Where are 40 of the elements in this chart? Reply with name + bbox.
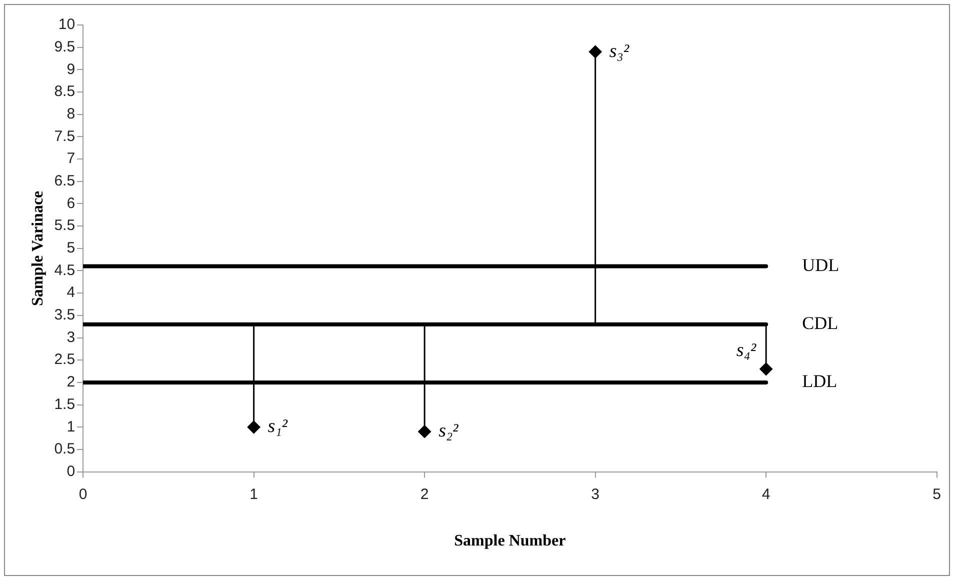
y-tick-label: 1 [66, 418, 76, 436]
y-tick-label: 2.5 [54, 351, 76, 368]
y-tick-label: 5 [66, 240, 76, 257]
x-tick-label: 1 [250, 486, 258, 503]
point [760, 362, 773, 376]
y-tick-label: 6 [66, 194, 76, 212]
annotation: s₃² [609, 40, 630, 62]
x-tick-label: 0 [78, 486, 88, 503]
x-tick-label: 2 [420, 486, 429, 503]
y-tick-label: 3 [66, 328, 76, 346]
text: CDL [802, 313, 838, 334]
y-tick-label: 4 [66, 284, 76, 302]
y-tick-label: 0 [66, 462, 76, 480]
y-tick-label: 4.5 [54, 262, 76, 279]
y-tick-label: 8 [66, 106, 76, 122]
y-tick-label: 10 [58, 16, 76, 34]
annotation: s₄² [736, 340, 756, 362]
y-tick-label: 9.5 [54, 38, 76, 56]
point [588, 45, 602, 58]
annotation: s₁² [268, 416, 288, 438]
y-tick-label: 0.5 [54, 440, 76, 458]
x-tick-label: 5 [932, 486, 941, 503]
text: LDL [802, 371, 838, 392]
y-tick-label: 7.5 [54, 128, 76, 145]
y-tick-label: 5.5 [54, 217, 76, 234]
x-tick-label: 4 [762, 486, 770, 503]
text: UDL [802, 255, 840, 276]
y-tick-label: 9 [66, 60, 76, 78]
y-tick-label: 2 [66, 374, 76, 391]
annotation: s₂² [438, 420, 459, 442]
point [418, 425, 432, 438]
y-tick-label: 7 [66, 150, 76, 168]
y-tick-label: 1.5 [54, 396, 76, 413]
x-tick-label: 3 [591, 486, 600, 503]
x-axis-title: Sample Number [454, 532, 566, 550]
y-tick-label: 8.5 [54, 83, 76, 100]
y-tick-label: 6.5 [54, 172, 76, 190]
y-tick-label: 3.5 [54, 306, 76, 324]
point [247, 420, 260, 434]
y-axis-title: Sample Varinace [30, 190, 47, 306]
